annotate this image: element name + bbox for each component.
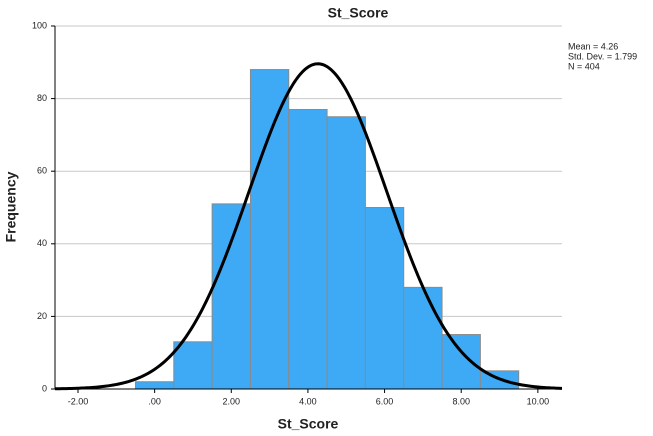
stat-label: N = 404 [568, 61, 600, 71]
bar [134, 381, 175, 390]
bar [326, 116, 366, 390]
bar [403, 286, 443, 390]
x-tick-label: 6.00 [376, 396, 394, 406]
x-tick-label: 8.00 [452, 396, 470, 406]
x-tick-label: 10.00 [527, 396, 550, 406]
bar [249, 69, 290, 390]
bar [288, 108, 328, 390]
y-tick-label: 40 [37, 238, 47, 248]
y-tick-label: 0 [42, 383, 47, 393]
bar [364, 207, 405, 390]
x-tick-label: -2.00 [68, 396, 89, 406]
bar [441, 334, 481, 390]
y-tick-label: 100 [32, 20, 47, 30]
x-tick-label: 2.00 [223, 396, 241, 406]
y-tick-label: 20 [37, 311, 47, 321]
bar [173, 341, 213, 390]
chart-title: St_Score [328, 5, 389, 21]
x-tick-label: 4.00 [299, 396, 317, 406]
x-tick-label: .00 [148, 396, 161, 406]
y-tick-label: 80 [37, 93, 47, 103]
stat-label: Mean = 4.26 [568, 41, 618, 51]
y-axis-label: Frequency [3, 171, 19, 242]
stat-label: Std. Dev. = 1.799 [568, 51, 637, 61]
bar [211, 203, 251, 390]
x-axis-label: St_Score [278, 416, 339, 432]
y-tick-label: 60 [37, 166, 47, 176]
normal-curve [54, 62, 563, 391]
